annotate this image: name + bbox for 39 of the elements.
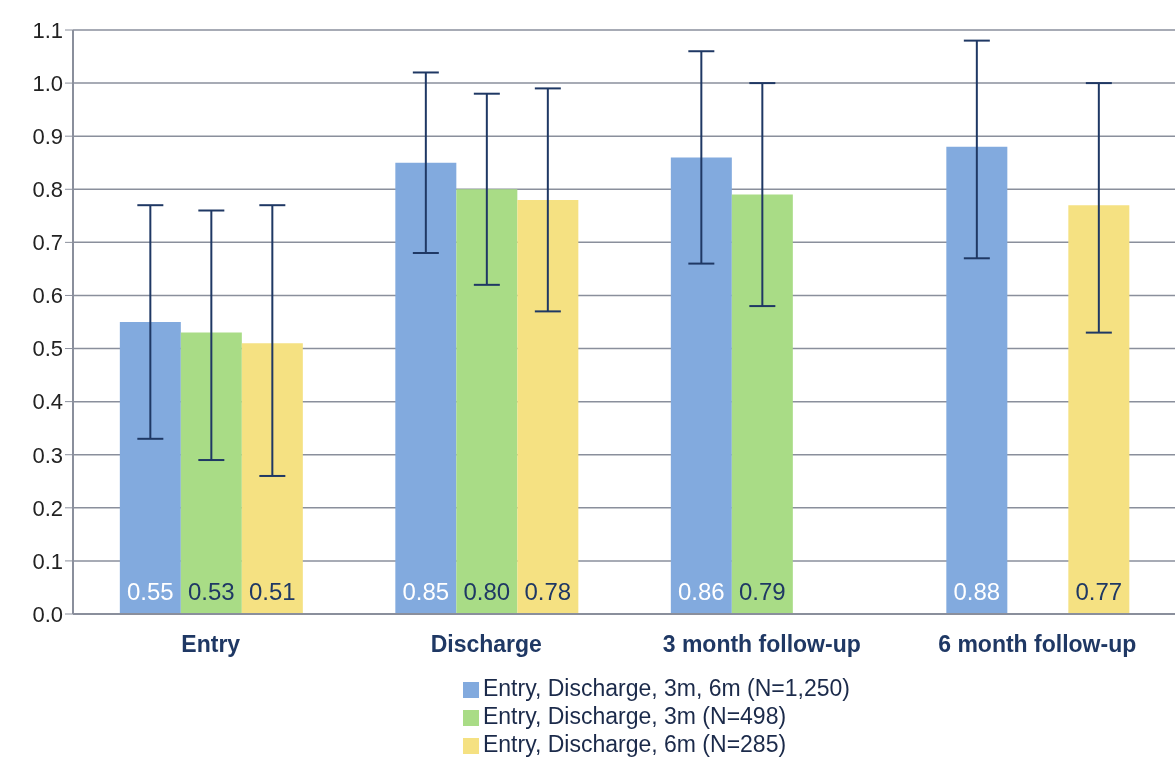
x-tick-label: 6 month follow-up [938,631,1137,658]
data-label: 0.80 [463,578,511,605]
bar [119,322,181,614]
bar [946,146,1008,614]
data-label: 0.53 [187,578,235,605]
legend-label: Entry, Discharge, 3m, 6m (N=1,250) [482,675,851,701]
y-tick-label: 0.7 [32,230,63,256]
bar [395,162,457,614]
y-tick-label: 0.5 [32,336,63,362]
data-label: 0.79 [738,578,786,605]
y-tick-label: 0.4 [32,389,63,415]
bar [456,189,518,614]
y-tick-label: 0.3 [32,442,63,468]
legend-label: Entry, Discharge, 6m (N=285) [482,731,787,757]
data-label: 0.51 [248,578,296,605]
bar [241,343,303,614]
y-tick-label: 0.0 [32,601,63,627]
x-tick-label: 3 month follow-up [662,631,861,658]
data-label: 0.77 [1075,578,1123,605]
data-label: 0.88 [953,578,1001,605]
y-tick-label: 1.1 [32,17,63,43]
x-tick-label: Discharge [430,631,542,658]
y-tick-label: 0.8 [32,177,63,203]
data-label: 0.55 [126,578,174,605]
y-tick-label: 1.0 [32,70,63,96]
bar [1068,205,1130,614]
y-tick-label: 0.2 [32,495,63,521]
x-tick-label: Entry [181,631,241,658]
y-tick-label: 0.1 [32,548,63,574]
bar [670,157,732,614]
legend-label: Entry, Discharge, 3m (N=498) [482,703,787,729]
data-label: 0.78 [524,578,572,605]
bar [731,194,793,614]
data-label: 0.85 [402,578,450,605]
bar [517,199,579,614]
y-tick-label: 0.9 [32,123,63,149]
y-tick-label: 0.6 [32,283,63,309]
bar [180,332,242,614]
data-label: 0.86 [677,578,725,605]
